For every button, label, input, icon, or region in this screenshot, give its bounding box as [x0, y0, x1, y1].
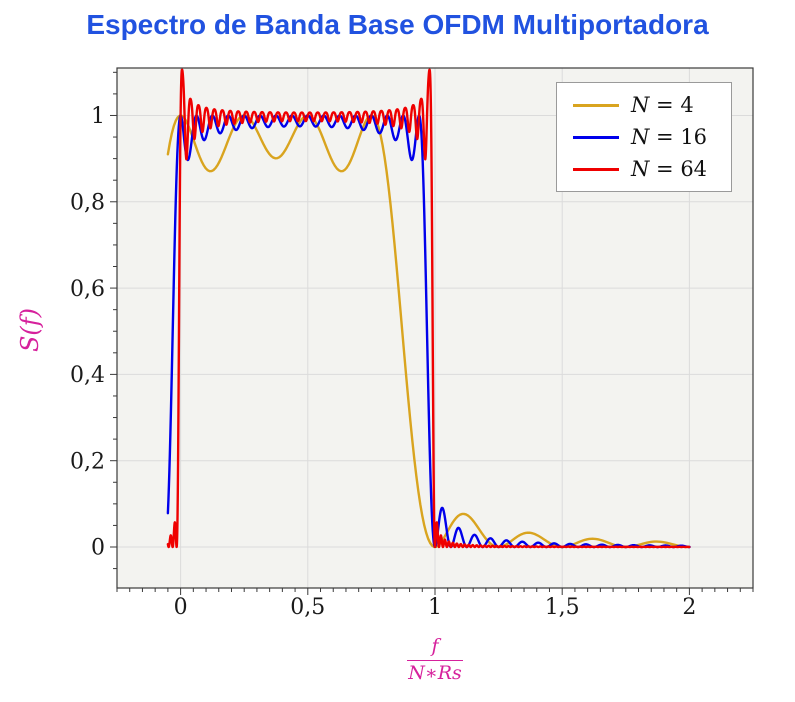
x-tick-label: 2 — [682, 595, 696, 620]
legend-item: N = 4 — [573, 93, 715, 117]
curves-group — [166, 68, 691, 549]
legend-swatch — [573, 103, 619, 107]
chart-title: Espectro de Banda Base OFDM Multiportado… — [86, 9, 709, 40]
y-axis-label-text: S(f) — [16, 307, 44, 353]
y-tick-label: 0,2 — [70, 449, 105, 474]
legend-label: N = 16 — [631, 125, 708, 149]
y-tick-label: 1 — [91, 104, 105, 129]
legend-swatch — [573, 167, 619, 171]
curve-N-64 — [166, 68, 691, 549]
x-tick-label: 0 — [174, 595, 188, 620]
x-tick-label: 1 — [428, 595, 442, 620]
curve-N-16 — [166, 114, 691, 549]
fraction-denominator: N∗Rs — [408, 661, 462, 684]
legend-item: N = 64 — [573, 157, 715, 181]
legend-label: N = 64 — [631, 157, 708, 181]
legend: N = 4 N = 16 N = 64 — [556, 82, 732, 192]
y-tick-label: 0,6 — [70, 277, 105, 302]
legend-label: N = 4 — [631, 93, 694, 117]
y-tick-label: 0,4 — [70, 363, 105, 388]
legend-swatch — [573, 135, 619, 139]
fraction-numerator: f — [431, 635, 439, 657]
x-tick-label: 0,5 — [290, 595, 325, 620]
x-axis-label: f N∗Rs — [407, 635, 463, 685]
legend-item: N = 16 — [573, 125, 715, 149]
y-tick-label: 0 — [91, 536, 105, 561]
x-tick-label: 1,5 — [545, 595, 580, 620]
fraction-bar — [407, 659, 463, 661]
y-tick-label: 0,8 — [70, 190, 105, 215]
